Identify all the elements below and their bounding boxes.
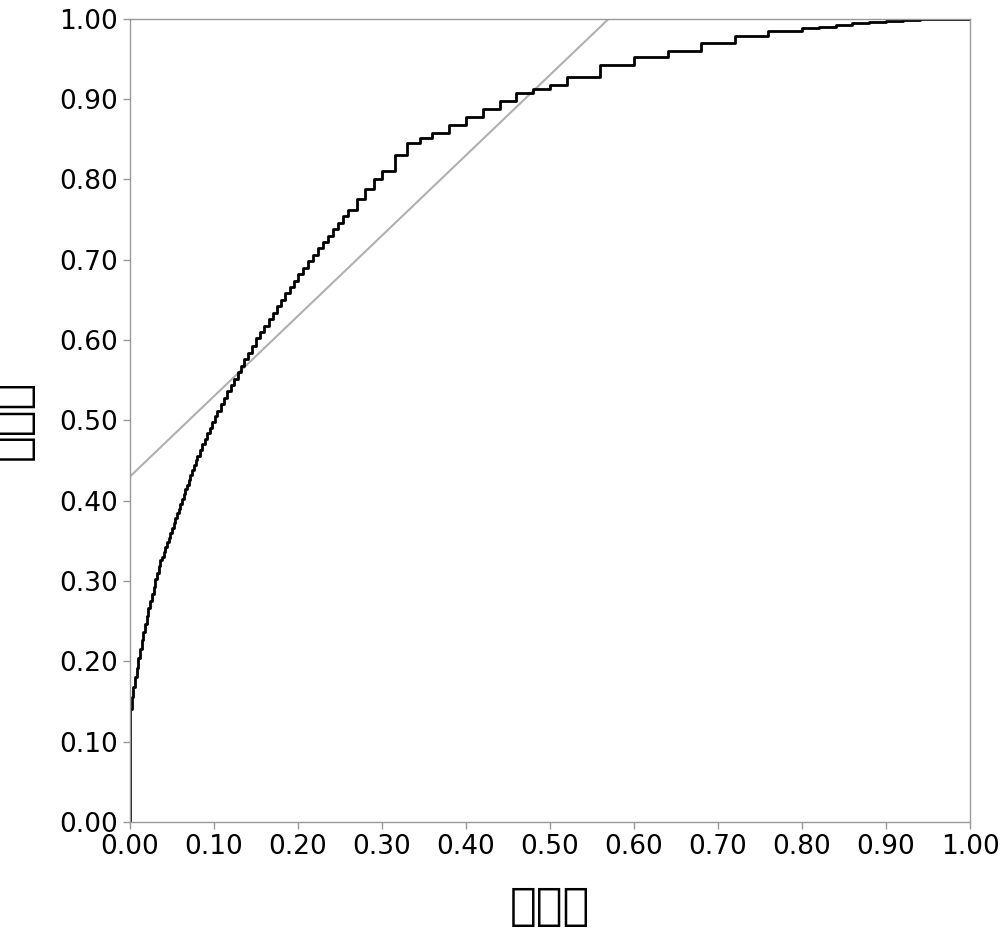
X-axis label: 假阳性: 假阳性 — [510, 884, 590, 927]
Y-axis label: 真阳性: 真阳性 — [0, 380, 34, 460]
